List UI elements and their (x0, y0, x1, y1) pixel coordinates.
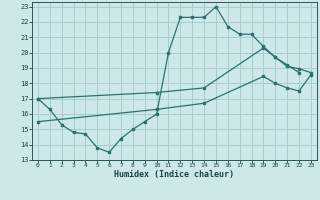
X-axis label: Humidex (Indice chaleur): Humidex (Indice chaleur) (115, 170, 234, 179)
